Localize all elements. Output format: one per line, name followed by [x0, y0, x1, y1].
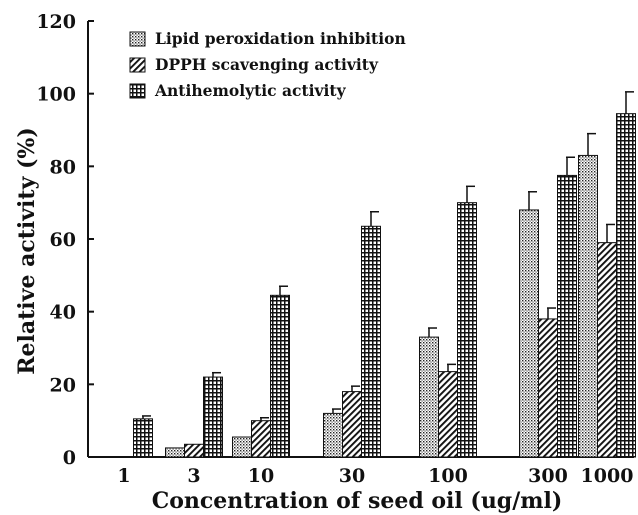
legend-label: Antihemolytic activity	[154, 81, 347, 100]
bar-dotted	[232, 436, 252, 458]
y-tick-label: 80	[50, 156, 76, 178]
bar-cross-grid	[361, 225, 381, 458]
bar-diagonal-hatch	[538, 318, 558, 458]
x-tick-label: 1000	[581, 465, 634, 487]
x-axis-label: Concentration of seed oil (ug/ml)	[152, 488, 563, 514]
legend-swatch	[129, 31, 146, 47]
bar-cross-grid	[616, 113, 636, 458]
y-tick-label: 20	[50, 374, 76, 396]
legend-label: DPPH scavenging activity	[155, 55, 379, 74]
bar-cross-grid	[203, 376, 223, 458]
y-tick-label: 120	[36, 11, 76, 33]
bar-dotted	[578, 154, 598, 458]
bar-cross-grid	[133, 418, 153, 458]
bar-diagonal-hatch	[597, 242, 617, 458]
bar-diagonal-hatch	[342, 391, 362, 458]
bar-cross-grid	[557, 174, 577, 458]
y-tick-label: 100	[36, 84, 76, 106]
bar-diagonal-hatch	[438, 371, 458, 458]
bars	[133, 91, 636, 458]
bar-dotted	[323, 412, 343, 458]
legend-swatch	[129, 83, 146, 99]
x-tick-label: 10	[248, 465, 274, 487]
y-tick-label: 40	[50, 302, 76, 324]
y-axis-label: Relative activity (%)	[14, 127, 40, 375]
bar-diagonal-hatch	[184, 443, 204, 458]
legend-label: Lipid peroxidation inhibition	[155, 29, 406, 48]
x-tick-label: 300	[528, 465, 568, 487]
bar-cross-grid	[270, 294, 290, 458]
bar-dotted	[519, 209, 539, 458]
y-tick-label: 60	[50, 229, 76, 251]
bar-dotted	[165, 447, 185, 458]
bar-cross-grid	[457, 202, 477, 458]
legend-swatch	[129, 57, 146, 73]
axes: 0 20 40 60 80 100 120 1 3 10 30 100 300 1000	[36, 11, 634, 487]
x-tick-label: 100	[428, 465, 468, 487]
bar-diagonal-hatch	[251, 420, 271, 458]
bar-dotted	[419, 336, 439, 458]
x-tick-label: 30	[339, 465, 365, 487]
y-tick-label: 0	[63, 447, 76, 469]
x-tick-label: 3	[187, 465, 200, 487]
legend: Lipid peroxidation inhibition DPPH scaven…	[129, 29, 406, 100]
x-tick-label: 1	[117, 465, 130, 487]
